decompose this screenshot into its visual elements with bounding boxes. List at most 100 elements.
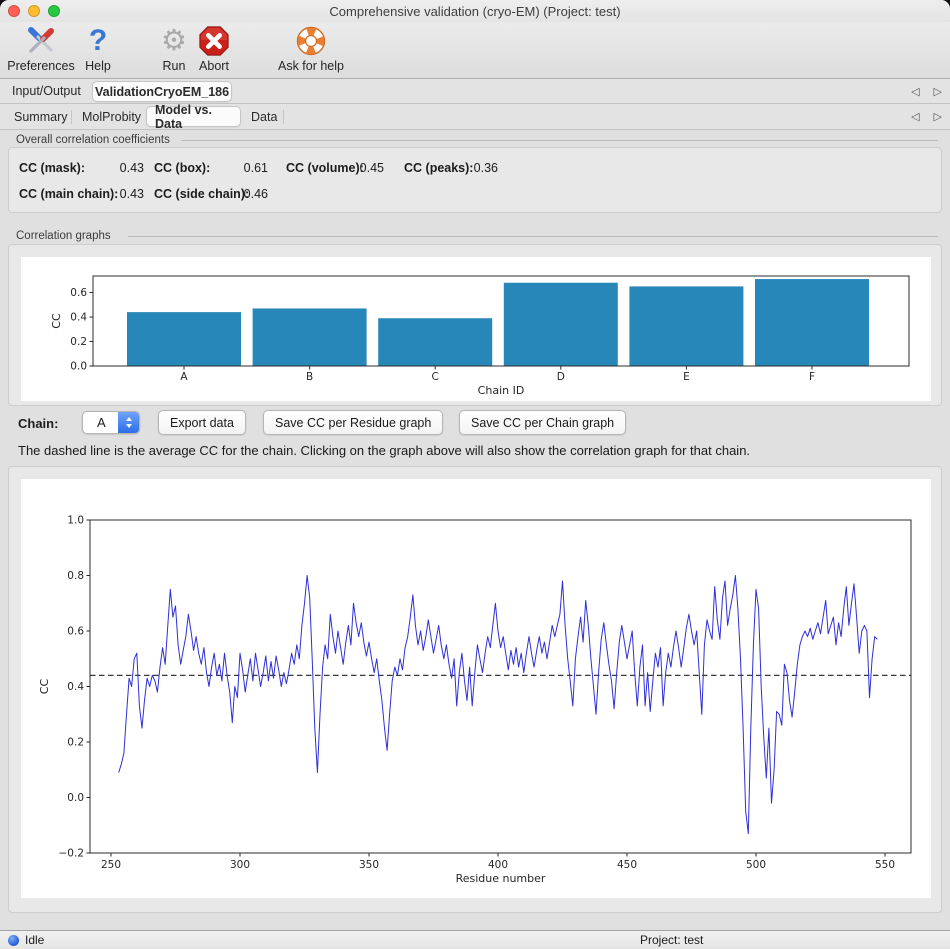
- popup-stepper-icon: [118, 412, 139, 433]
- svg-text:CC: CC: [38, 679, 51, 695]
- project-text: Project: test: [640, 933, 704, 947]
- tab-divider: [283, 110, 284, 124]
- svg-text:B: B: [306, 371, 313, 383]
- section-rule: [128, 236, 938, 237]
- secondary-tab-bar: Summary MolProbity Model vs. Data Data ◁…: [0, 103, 950, 131]
- status-indicator-icon: [8, 935, 19, 946]
- cc-side-chain-pair: CC (side chain): 0.46: [154, 187, 268, 203]
- cc-main-chain-pair: CC (main chain): 0.43: [19, 187, 144, 203]
- svg-text:Residue number: Residue number: [456, 872, 546, 885]
- svg-text:−0.2: −0.2: [59, 848, 85, 860]
- tab-scroll-right-icon[interactable]: ▷: [933, 85, 942, 98]
- save-cc-per-residue-button[interactable]: Save CC per Residue graph: [263, 410, 444, 435]
- titlebar: Comprehensive validation (cryo-EM) (Proj…: [0, 0, 950, 22]
- svg-text:500: 500: [746, 859, 766, 871]
- help-button[interactable]: ? Help: [80, 24, 116, 74]
- cc-box-label: CC (box):: [154, 161, 211, 175]
- cc-per-chain-groupbox: 0.0 0.2 0.4 0.6 A B C D E F Chain ID CC: [8, 244, 942, 406]
- cc-box-pair: CC (box): 0.61: [154, 161, 268, 177]
- svg-text:0.2: 0.2: [67, 737, 84, 749]
- toolbar-label: Ask for help: [277, 59, 344, 73]
- minimize-button[interactable]: [28, 5, 40, 17]
- primary-tab-bar: Input/Output ValidationCryoEM_186 ◁ ▷: [0, 79, 950, 104]
- close-button[interactable]: [8, 5, 20, 17]
- toolbar: Preferences ? Help ⚙ Run Abort: [0, 22, 950, 79]
- lifebuoy-icon: [270, 24, 352, 58]
- tab-scroll-left-icon[interactable]: ◁: [911, 85, 920, 98]
- svg-text:0.2: 0.2: [70, 336, 87, 348]
- toolbar-label: Help: [85, 59, 111, 73]
- svg-text:0.4: 0.4: [70, 312, 87, 324]
- cc-box-value: 0.61: [243, 161, 268, 175]
- tab-summary[interactable]: Summary: [14, 109, 68, 124]
- tab-scroll-right-icon[interactable]: ▷: [933, 111, 942, 123]
- svg-text:D: D: [557, 371, 565, 383]
- svg-text:CC: CC: [50, 313, 63, 329]
- cc-peaks-pair: CC (peaks): 0.36: [404, 161, 498, 177]
- tab-model-vs-data[interactable]: Model vs. Data: [146, 103, 241, 131]
- tab-divider: [71, 110, 72, 124]
- fullscreen-button[interactable]: [48, 5, 60, 17]
- preferences-button[interactable]: Preferences: [2, 24, 80, 73]
- svg-text:0.4: 0.4: [67, 681, 84, 693]
- svg-text:300: 300: [230, 859, 250, 871]
- save-cc-per-chain-button[interactable]: Save CC per Chain graph: [459, 410, 627, 435]
- abort-icon: [190, 24, 238, 58]
- gear-icon: ⚙: [161, 25, 187, 57]
- cc-side-chain-value: 0.46: [243, 187, 268, 201]
- cc-per-chain-chart[interactable]: 0.0 0.2 0.4 0.6 A B C D E F Chain ID CC: [21, 257, 931, 401]
- section-label-correlation-graphs: Correlation graphs: [16, 230, 111, 242]
- svg-text:A: A: [180, 371, 188, 383]
- cc-per-residue-groupbox: −0.2 0.0 0.2 0.4 0.6 0.8 1.0 250 300 350 400 450 500…: [8, 466, 942, 913]
- tab-molprobity[interactable]: MolProbity: [82, 109, 142, 124]
- cc-volume-label: CC (volume):: [286, 161, 364, 175]
- export-data-button[interactable]: Export data: [158, 410, 246, 435]
- traffic-lights: [8, 5, 60, 17]
- svg-text:0.6: 0.6: [67, 626, 84, 638]
- svg-text:F: F: [809, 371, 815, 383]
- run-button[interactable]: ⚙ Run: [152, 24, 196, 73]
- svg-text:C: C: [432, 371, 439, 383]
- section-rule: [181, 140, 938, 141]
- cc-peaks-label: CC (peaks):: [404, 161, 474, 175]
- svg-text:250: 250: [101, 859, 121, 871]
- svg-text:E: E: [683, 371, 690, 383]
- abort-button[interactable]: Abort: [190, 24, 238, 73]
- cc-side-chain-label: CC (side chain):: [154, 187, 250, 201]
- svg-text:450: 450: [617, 859, 637, 871]
- cc-volume-value: 0.45: [359, 161, 384, 175]
- svg-text:550: 550: [875, 859, 895, 871]
- cc-peaks-value: 0.36: [473, 161, 498, 175]
- svg-text:400: 400: [488, 859, 508, 871]
- svg-text:0.0: 0.0: [70, 361, 87, 373]
- tab-data[interactable]: Data: [251, 109, 278, 124]
- cc-mask-pair: CC (mask): 0.43: [19, 161, 144, 177]
- tab-input-output[interactable]: Input/Output: [12, 84, 81, 98]
- question-icon: ?: [88, 24, 108, 57]
- svg-text:Chain ID: Chain ID: [478, 384, 525, 397]
- svg-text:0.6: 0.6: [70, 287, 87, 299]
- svg-text:350: 350: [359, 859, 379, 871]
- cc-volume-pair: CC (volume): 0.45: [286, 161, 384, 177]
- chain-select-value: A: [97, 415, 106, 430]
- tools-icon: [2, 24, 80, 58]
- tab-scroll-left-icon[interactable]: ◁: [911, 111, 920, 123]
- cc-per-residue-chart: −0.2 0.0 0.2 0.4 0.6 0.8 1.0 250 300 350 400 450 500…: [21, 479, 931, 898]
- status-text: Idle: [25, 933, 45, 947]
- cc-per-residue-line-chart-svg: −0.2 0.0 0.2 0.4 0.6 0.8 1.0 250 300 350 400 450 500…: [38, 515, 912, 885]
- chain-label: Chain:: [18, 416, 59, 431]
- toolbar-label: Abort: [199, 59, 229, 73]
- chain-select[interactable]: A: [82, 411, 140, 434]
- ask-for-help-button[interactable]: Ask for help: [270, 24, 352, 73]
- cc-per-chain-bar-chart-svg[interactable]: 0.0 0.2 0.4 0.6 A B C D E F Chain ID CC: [21, 257, 931, 401]
- cc-main-chain-label: CC (main chain):: [19, 187, 119, 201]
- toolbar-label: Preferences: [7, 59, 75, 73]
- toolbar-label: Run: [162, 59, 186, 73]
- window-title: Comprehensive validation (cryo-EM) (Proj…: [329, 4, 621, 19]
- statusbar: Idle Project: test: [0, 930, 950, 949]
- svg-text:0.0: 0.0: [67, 792, 84, 804]
- tab-validationcryoem-186[interactable]: ValidationCryoEM_186: [92, 81, 232, 102]
- svg-text:1.0: 1.0: [67, 515, 84, 527]
- cc-mask-label: CC (mask):: [19, 161, 85, 175]
